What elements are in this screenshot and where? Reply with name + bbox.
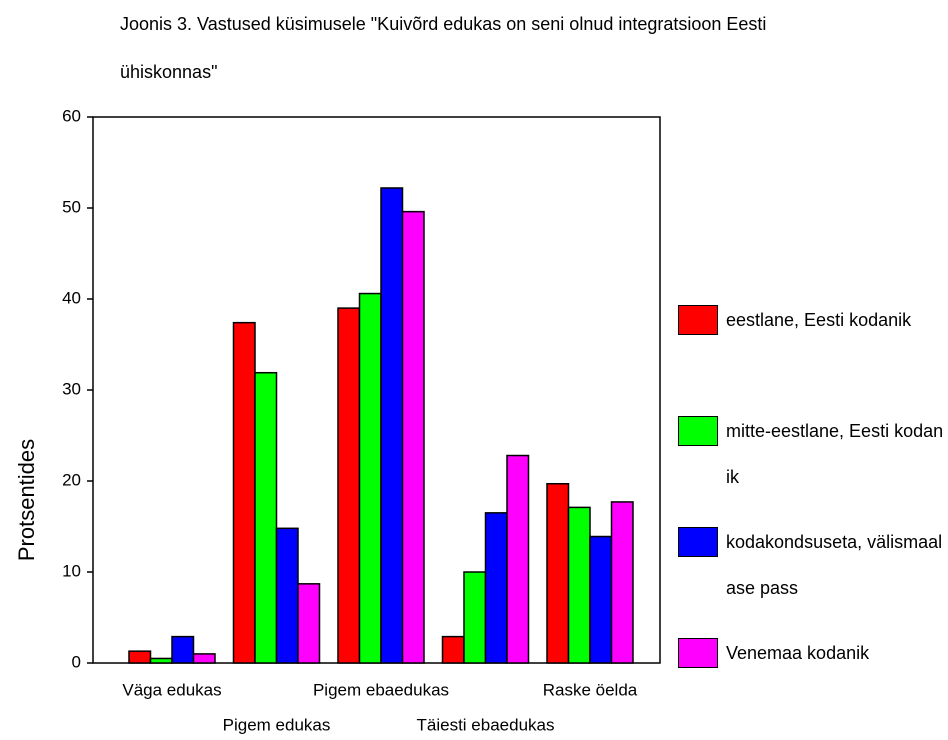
- legend-swatch: [678, 416, 718, 446]
- bar: [567, 506, 591, 664]
- bar: [192, 653, 216, 664]
- y-axis-label: Protsentides: [14, 439, 39, 561]
- bar: [171, 635, 195, 664]
- bar: [463, 571, 487, 664]
- chart-title: Joonis 3. Vastused küsimusele "Kuivõrd e…: [120, 14, 767, 82]
- y-tick-label: 0: [72, 652, 81, 671]
- x-tick-label: Pigem edukas: [223, 715, 331, 734]
- legend-swatch: [678, 527, 718, 557]
- legend-label: eestlane, Eesti kodanik: [726, 310, 912, 330]
- legend-label: mitte-eestlane, Eesti kodanik: [726, 421, 944, 487]
- y-tick-label: 60: [62, 106, 81, 125]
- bar: [401, 210, 425, 664]
- legend-swatch: [678, 305, 718, 335]
- x-tick-label: Raske öelda: [543, 680, 638, 699]
- legend-label: kodakondsuseta, välismaalase pass: [726, 532, 943, 598]
- y-tick-label: 20: [62, 470, 81, 489]
- bar: [610, 501, 634, 664]
- legend-swatch: [678, 638, 718, 668]
- x-tick-label: Täiesti ebaedukas: [417, 715, 555, 734]
- bar: [546, 482, 570, 664]
- bar: [254, 371, 278, 664]
- bar: [232, 321, 256, 664]
- y-tick-label: 10: [62, 561, 81, 580]
- bar: [149, 657, 173, 664]
- bar: [589, 535, 613, 664]
- bar: [484, 512, 508, 664]
- y-tick-label: 30: [62, 379, 81, 398]
- x-tick-label: Pigem ebaedukas: [313, 680, 449, 699]
- bar: [358, 292, 382, 664]
- bar: [441, 635, 465, 664]
- bar: [297, 583, 321, 664]
- bar: [506, 454, 530, 664]
- y-tick-label: 40: [62, 288, 81, 307]
- bar: [275, 527, 299, 664]
- x-tick-label: Väga edukas: [122, 680, 221, 699]
- legend-label: Venemaa kodanik: [726, 643, 870, 663]
- bar: [337, 307, 361, 664]
- bar: [128, 650, 152, 664]
- y-tick-label: 50: [62, 197, 81, 216]
- bar: [380, 187, 404, 664]
